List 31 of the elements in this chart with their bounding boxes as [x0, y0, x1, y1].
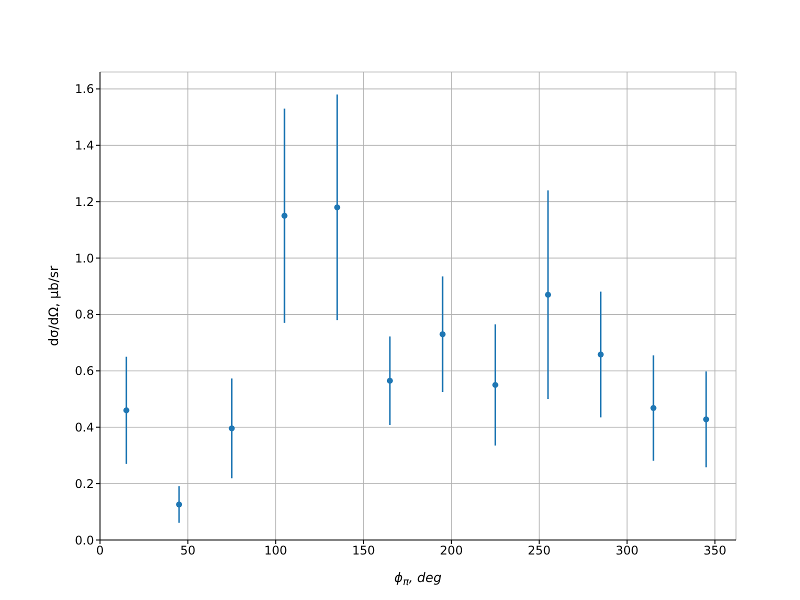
- y-tick-label: 1.0: [74, 251, 94, 266]
- point: [598, 351, 604, 358]
- y-tick-label: 1.4: [74, 138, 94, 153]
- x-tick-label: 200: [440, 544, 463, 558]
- x-tick-label: 300: [616, 544, 639, 558]
- point: [703, 416, 710, 422]
- y-axis-title: dσ/dΩ, μb/sr: [47, 265, 62, 346]
- point: [386, 378, 393, 384]
- point: [228, 425, 235, 432]
- y-tick-label: 1.2: [74, 194, 94, 209]
- y-tick-label: 0.2: [74, 476, 94, 491]
- point: [492, 382, 498, 388]
- x-tick-label: 50: [180, 544, 196, 558]
- point: [545, 292, 552, 298]
- point: [440, 331, 446, 338]
- x-tick-label: 250: [528, 544, 551, 558]
- point: [650, 405, 656, 412]
- x-tick-label: 150: [352, 544, 375, 558]
- y-tick-label: 0.8: [74, 308, 94, 322]
- y-tick-label: 1.6: [74, 82, 94, 96]
- y-tick-label: 0.6: [74, 364, 94, 378]
- x-tick-label: 350: [703, 544, 726, 558]
- x-axis-title: ϕ$_{π}$, deg: [394, 571, 442, 588]
- y-tick-label: 0.0: [74, 533, 94, 548]
- point: [334, 204, 340, 210]
- x-tick-label: 0: [96, 544, 104, 558]
- y-tick-label: 0.4: [74, 420, 94, 434]
- point: [123, 407, 130, 414]
- point: [176, 501, 182, 508]
- x-tick-label: 100: [264, 544, 288, 558]
- point: [281, 212, 288, 219]
